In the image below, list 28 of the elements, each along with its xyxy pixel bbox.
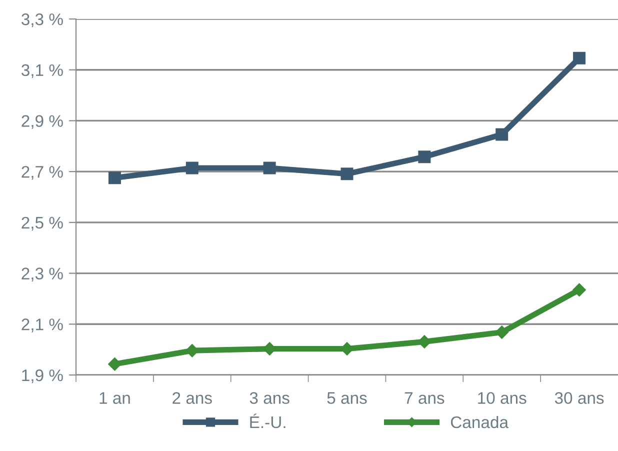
point (573, 52, 586, 64)
x-tick-label: 2 ans (172, 392, 212, 404)
y-tick-label: 2,7 % (22, 166, 63, 180)
point (340, 168, 354, 180)
point (263, 162, 276, 174)
legend-label: É.-U. (250, 414, 286, 428)
point (572, 283, 586, 296)
point (108, 357, 122, 371)
point (186, 162, 198, 174)
x-tick-label: 5 ans (327, 392, 367, 404)
x-tick-label: 10 ans (478, 392, 526, 404)
y-tick-label: 2,9 % (22, 115, 63, 129)
y-tick-label: 3,3 % (22, 13, 63, 28)
x-tick-label: 3 ans (250, 392, 290, 404)
y-tick-label: 2,3 % (22, 268, 63, 282)
y-tick-label: 1,9 % (22, 369, 63, 384)
legend-label: Canada (450, 416, 509, 428)
x-tick-label: 30 ans (554, 392, 604, 404)
point (418, 150, 431, 164)
point (418, 335, 432, 348)
x-tick-label: 7 ans (404, 392, 444, 404)
point (108, 172, 121, 184)
y-tick-label: 2,5 % (22, 216, 63, 231)
x-tick-label: 1 an (100, 392, 130, 404)
y-tick-label: 2,1 % (22, 318, 63, 332)
point (496, 128, 508, 141)
y-tick-label: 3,1 % (22, 64, 63, 78)
point (495, 326, 508, 339)
